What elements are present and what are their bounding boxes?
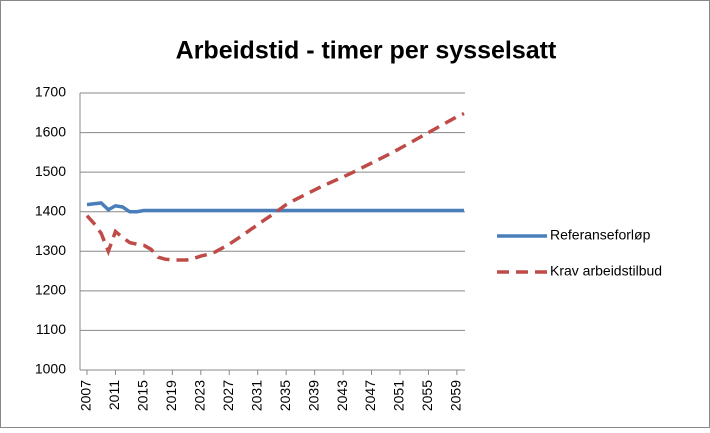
y-tick-label: 1500: [35, 163, 66, 179]
y-tick-label: 1000: [35, 361, 66, 377]
x-tick-label: 2035: [277, 380, 293, 411]
chart-title: Arbeidstid - timer per sysselsatt: [176, 37, 557, 65]
data-line: [86, 201, 464, 214]
y-tick-label: 1600: [35, 123, 66, 139]
x-tick-label: 2059: [448, 380, 464, 411]
x-tick-label: 2051: [391, 380, 407, 411]
x-tick-label: 2039: [305, 380, 321, 411]
y-tick-label: 1300: [35, 242, 66, 258]
x-tick-label: 2015: [135, 380, 151, 411]
x-tick-label: 2007: [78, 380, 94, 411]
x-tick-label: 2023: [192, 380, 208, 411]
data-line: [85, 111, 465, 262]
x-tick-label: 2011: [106, 380, 122, 410]
y-tick-label: 1100: [36, 321, 66, 337]
y-tick-label: 1200: [35, 282, 66, 298]
x-tick-label: 2047: [362, 380, 378, 411]
y-tick-label: 1700: [35, 84, 66, 100]
x-tick-label: 2019: [163, 380, 179, 411]
legend-label: Krav arbeidstilbud: [550, 263, 662, 279]
legend-label: Referanseforløp: [550, 227, 651, 243]
x-tick-label: 2027: [220, 380, 236, 411]
y-tick-label: 1400: [35, 202, 66, 218]
x-tick-label: 2055: [419, 380, 435, 411]
x-tick-label: 2031: [248, 380, 264, 411]
x-tick-label: 2043: [334, 380, 350, 411]
